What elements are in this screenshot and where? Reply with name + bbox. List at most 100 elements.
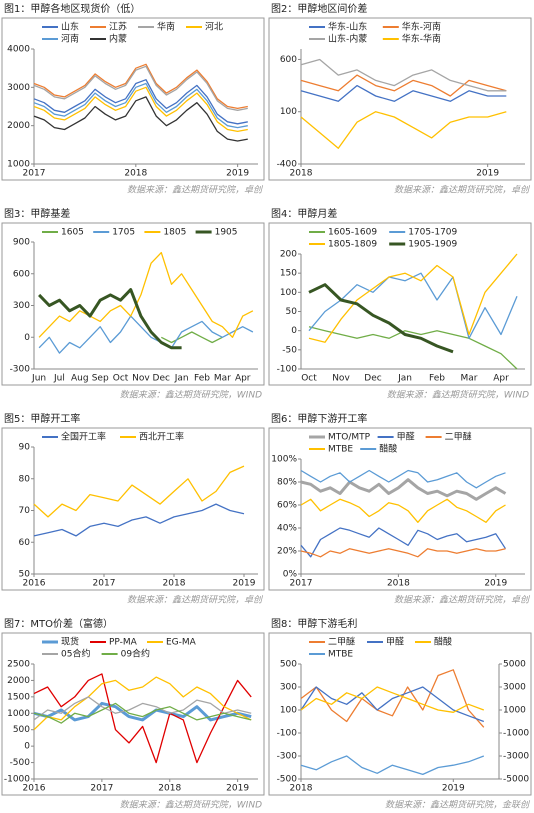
x-tick-label: 2018 <box>158 784 181 794</box>
y-tick-label: 500 <box>13 725 30 735</box>
source-note: 数据来源：鑫达期货研究院，WIND <box>120 390 262 401</box>
y-tick-label: 300 <box>280 683 297 693</box>
source-note: 数据来源：鑫达期货研究院，金联创 <box>385 800 531 811</box>
x-tick-label: Apr <box>235 374 251 384</box>
chart-frame <box>268 632 532 796</box>
legend-label: EG-MA <box>166 638 197 648</box>
series-line <box>33 503 245 537</box>
legend-label: 1605 <box>61 228 84 238</box>
y-tick-label: -300 <box>277 752 298 762</box>
chart-frame <box>1 17 265 181</box>
x-tick-label: Jan <box>174 374 189 384</box>
series-line <box>33 82 248 129</box>
x-tick-label: 2019 <box>233 579 256 589</box>
series-line <box>33 65 248 111</box>
x-tick-label: 2019 <box>226 169 249 179</box>
legend-label: 醋酸 <box>379 443 397 455</box>
x-tick-label: 2019 <box>226 784 249 794</box>
y-tick-label: 100% <box>271 455 297 465</box>
y-tick-label: 70 <box>19 506 31 516</box>
series-line <box>308 326 518 370</box>
series-line <box>33 96 248 142</box>
legend-label: 1805-1809 <box>328 240 377 250</box>
y-tick-label: 2000 <box>7 676 30 686</box>
legend-label: 1605-1609 <box>328 228 377 238</box>
x-tick-label: 2019 <box>442 784 465 794</box>
legend-label: 山东-内蒙 <box>328 33 367 45</box>
x-tick-label: 2018 <box>387 579 410 589</box>
y-tick-label: -1000 <box>4 775 30 785</box>
series-line <box>300 686 485 723</box>
chart-title: 图4：甲醇月差 <box>271 207 337 220</box>
series-line <box>300 58 507 92</box>
y-tick-label: 4000 <box>7 45 30 55</box>
chart-frame <box>268 222 532 386</box>
y-tick-label: 0 <box>291 326 297 336</box>
chart-title: 图6：甲醇下游开工率 <box>271 412 367 425</box>
x-tick-label: 2017 <box>23 169 46 179</box>
y-tick-label: 0 <box>24 742 30 752</box>
y-tick-label: 1000 <box>7 709 30 719</box>
y-tick-label: 80 <box>19 474 31 484</box>
x-tick-label: 2018 <box>124 169 147 179</box>
legend-label: 1905 <box>215 228 238 238</box>
legend-label: 1905-1909 <box>408 240 457 250</box>
y2-tick-label: 5000 <box>503 660 526 670</box>
x-tick-label: Oct <box>301 374 317 384</box>
chart-frame <box>1 427 265 591</box>
x-tick-label: Mar <box>214 374 231 384</box>
x-tick-label: 2016 <box>23 579 46 589</box>
series-line <box>33 673 252 764</box>
x-tick-label: Nov <box>332 374 350 384</box>
y-tick-label: -300 <box>10 365 31 375</box>
series-line <box>33 696 252 721</box>
y2-tick-label: 1000 <box>503 706 526 716</box>
x-tick-label: Oct <box>113 374 129 384</box>
x-tick-label: 2017 <box>290 579 313 589</box>
series-line <box>308 253 518 343</box>
series-line <box>300 686 485 713</box>
y-tick-label: 150 <box>280 269 297 279</box>
y-tick-label: 50 <box>19 570 31 580</box>
chart-frame <box>1 222 265 386</box>
chart-frame <box>268 17 532 181</box>
series-line <box>33 63 248 110</box>
legend-label: 甲醛 <box>397 431 415 443</box>
series-line <box>33 86 248 133</box>
y-tick-label: 60% <box>277 501 297 511</box>
y-tick-label: -500 <box>277 775 298 785</box>
x-tick-label: Apr <box>493 374 509 384</box>
y-tick-label: -50 <box>282 345 297 355</box>
y-tick-label: 100 <box>280 107 297 117</box>
x-tick-label: 2017 <box>90 784 113 794</box>
legend-label: 华东-山东 <box>328 21 367 33</box>
series-line <box>300 469 506 489</box>
y-tick-label: 500 <box>280 660 297 670</box>
y-tick-label: 600 <box>13 269 30 279</box>
y-tick-label: 300 <box>13 301 30 311</box>
x-tick-label: Dec <box>364 374 381 384</box>
series-line <box>33 676 252 731</box>
legend-label: 西北开工率 <box>139 431 184 443</box>
legend-label: 1805 <box>163 228 186 238</box>
legend-label: MTBE <box>328 445 353 455</box>
x-tick-label: 2018 <box>163 579 186 589</box>
y-tick-label: 0% <box>283 570 298 580</box>
x-tick-label: Dec <box>153 374 170 384</box>
legend-label: 江苏 <box>109 21 127 33</box>
legend-label: 山东 <box>61 21 79 33</box>
x-tick-label: 2019 <box>476 169 499 179</box>
chart-title: 图7：MTO价差（富德） <box>4 617 113 630</box>
x-tick-label: Aug <box>71 374 89 384</box>
chart-title: 图5：甲醇开工率 <box>4 412 80 425</box>
y2-tick-label: -5000 <box>503 775 529 785</box>
y-tick-label: 0 <box>24 333 30 343</box>
series-line <box>33 79 248 125</box>
x-tick-label: 2016 <box>23 784 46 794</box>
y-tick-label: 900 <box>13 238 30 248</box>
legend-label: 二甲醚 <box>445 431 472 443</box>
legend-label: 醋酸 <box>434 636 452 648</box>
y-tick-label: 600 <box>280 55 297 65</box>
x-tick-label: 2019 <box>484 579 507 589</box>
